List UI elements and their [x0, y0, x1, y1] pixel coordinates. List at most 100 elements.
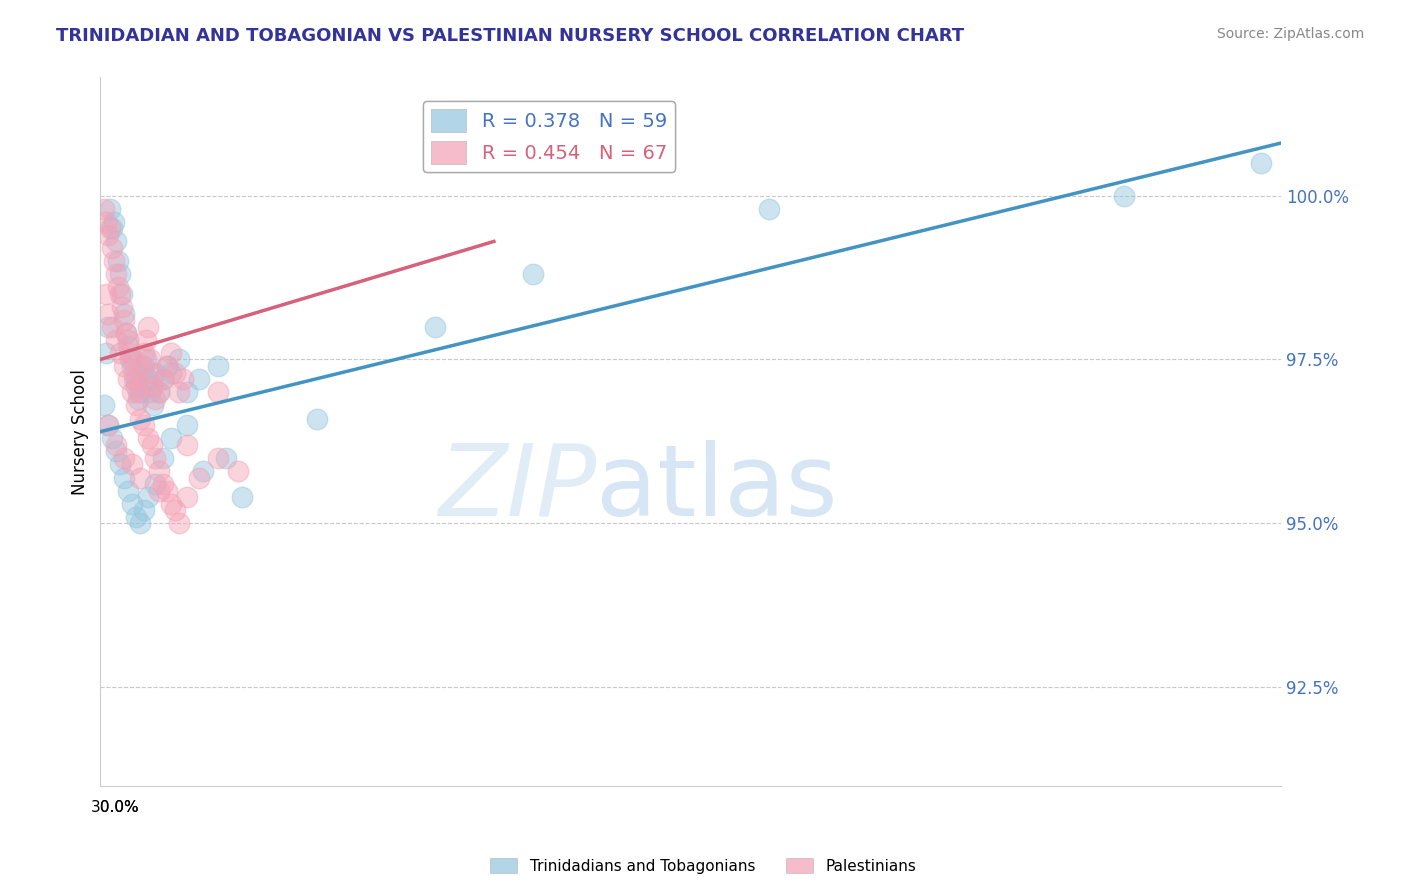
Point: [118, 352, 141, 367]
Point: [160, 346, 183, 360]
Point: [160, 497, 183, 511]
Point: [156, 483, 179, 498]
Point: [108, 346, 131, 360]
Point: [207, 359, 229, 373]
Point: [152, 477, 174, 491]
Point: [758, 202, 780, 216]
Point: [136, 490, 159, 504]
Point: [101, 241, 124, 255]
Point: [156, 359, 179, 373]
Point: [105, 267, 128, 281]
Point: [128, 516, 150, 531]
Point: [152, 372, 174, 386]
Point: [131, 366, 153, 380]
Point: [112, 450, 135, 465]
Point: [121, 352, 143, 367]
Point: [135, 333, 157, 347]
Point: [207, 450, 229, 465]
Point: [117, 339, 139, 353]
Point: [138, 352, 160, 367]
Point: [101, 221, 124, 235]
Point: [121, 497, 143, 511]
Point: [103, 254, 125, 268]
Point: [118, 346, 141, 360]
Point: [145, 477, 167, 491]
Point: [115, 326, 138, 341]
Point: [117, 333, 139, 347]
Text: TRINIDADIAN AND TOBAGONIAN VS PALESTINIAN NURSERY SCHOOL CORRELATION CHART: TRINIDADIAN AND TOBAGONIAN VS PALESTINIA…: [56, 27, 965, 45]
Point: [111, 286, 134, 301]
Point: [108, 286, 131, 301]
Point: [145, 366, 167, 380]
Point: [111, 300, 134, 314]
Text: ZIP: ZIP: [437, 440, 596, 537]
Point: [98, 221, 121, 235]
Point: [191, 464, 214, 478]
Point: [125, 398, 148, 412]
Point: [112, 470, 135, 484]
Legend: Trinidadians and Tobagonians, Palestinians: Trinidadians and Tobagonians, Palestinia…: [484, 852, 922, 880]
Point: [152, 372, 174, 386]
Point: [1250, 155, 1272, 169]
Point: [131, 359, 153, 373]
Point: [305, 411, 328, 425]
Point: [423, 319, 446, 334]
Text: 0.0%: 0.0%: [100, 800, 139, 815]
Point: [141, 438, 163, 452]
Point: [141, 366, 163, 380]
Legend: R = 0.378   N = 59, R = 0.454   N = 67: R = 0.378 N = 59, R = 0.454 N = 67: [423, 102, 675, 171]
Point: [141, 378, 163, 392]
Point: [105, 438, 128, 452]
Point: [96, 215, 118, 229]
Point: [165, 503, 187, 517]
Point: [125, 372, 148, 386]
Point: [107, 280, 129, 294]
Point: [138, 385, 160, 400]
Point: [122, 372, 145, 386]
Point: [148, 483, 170, 498]
Point: [108, 267, 131, 281]
Point: [165, 366, 187, 380]
Point: [156, 359, 179, 373]
Point: [128, 411, 150, 425]
Point: [127, 385, 149, 400]
Point: [101, 319, 124, 334]
Point: [107, 254, 129, 268]
Point: [125, 509, 148, 524]
Point: [145, 392, 167, 406]
Point: [132, 418, 155, 433]
Point: [176, 385, 198, 400]
Point: [121, 385, 143, 400]
Point: [115, 326, 138, 341]
Point: [127, 392, 149, 406]
Point: [97, 307, 120, 321]
Point: [98, 202, 121, 216]
Point: [108, 458, 131, 472]
Point: [105, 235, 128, 249]
Point: [132, 346, 155, 360]
Point: [231, 490, 253, 504]
Point: [522, 267, 544, 281]
Point: [226, 464, 249, 478]
Point: [117, 372, 139, 386]
Point: [136, 372, 159, 386]
Point: [121, 359, 143, 373]
Point: [128, 385, 150, 400]
Point: [176, 418, 198, 433]
Point: [105, 444, 128, 458]
Point: [96, 286, 118, 301]
Text: 30.0%: 30.0%: [91, 800, 139, 815]
Point: [176, 438, 198, 452]
Point: [160, 366, 183, 380]
Point: [207, 385, 229, 400]
Point: [128, 470, 150, 484]
Point: [152, 450, 174, 465]
Point: [97, 418, 120, 433]
Point: [101, 431, 124, 445]
Point: [112, 359, 135, 373]
Point: [93, 398, 115, 412]
Point: [105, 333, 128, 347]
Point: [167, 352, 190, 367]
Text: Source: ZipAtlas.com: Source: ZipAtlas.com: [1216, 27, 1364, 41]
Point: [93, 202, 115, 216]
